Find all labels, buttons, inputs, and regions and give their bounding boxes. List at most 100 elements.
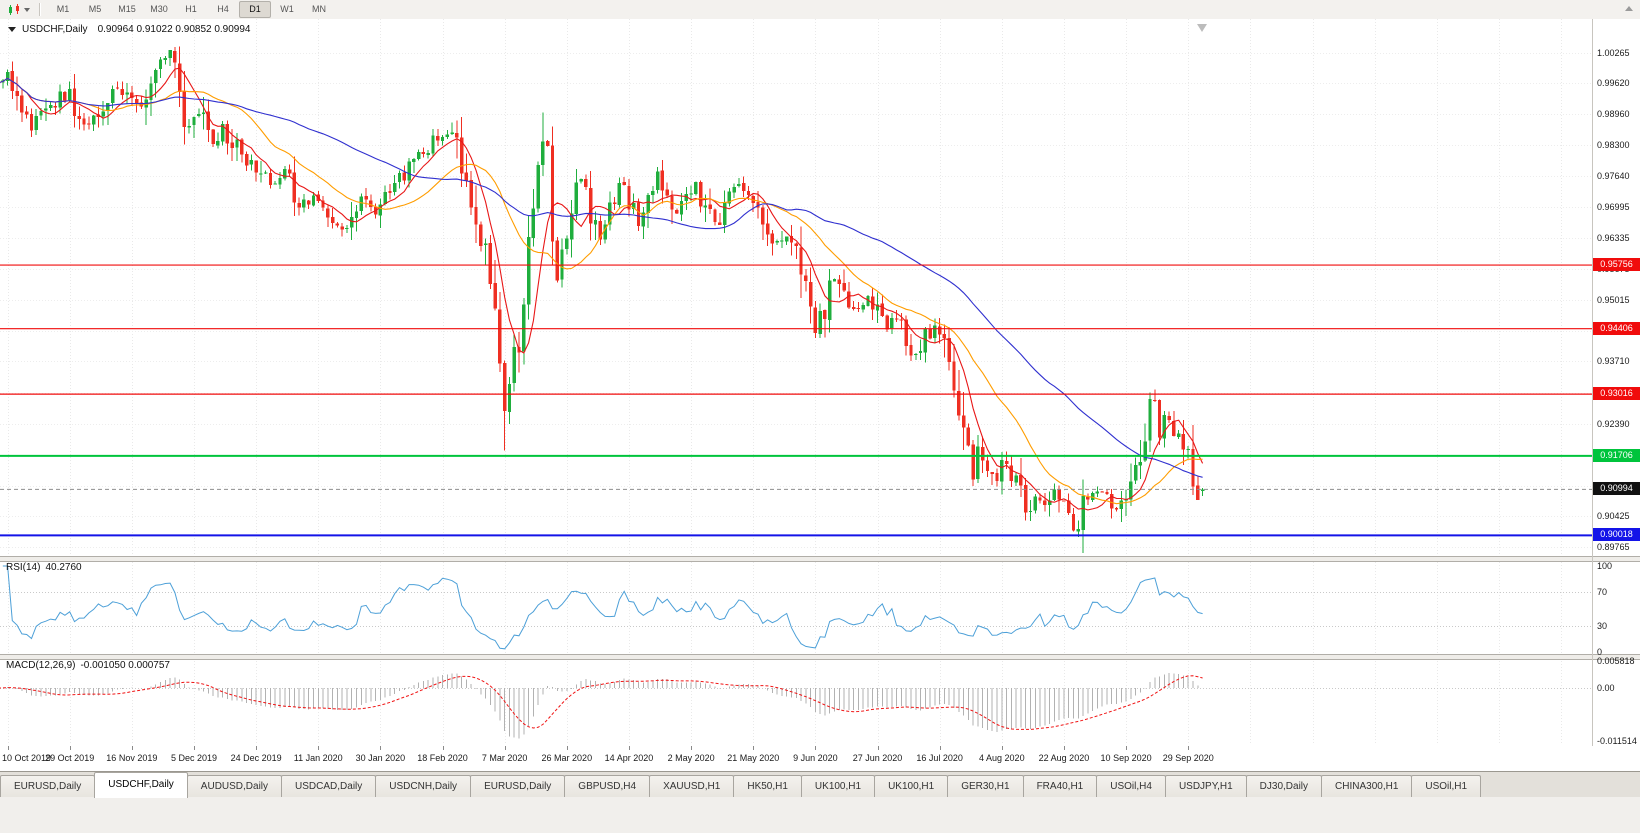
time-axis-label: 16 Jul 2020 [916,753,963,763]
time-axis-tick [256,746,257,750]
chart-tabs-bar: EURUSD,Daily USDCHF,Daily AUDUSD,Daily USDC… [0,771,1640,798]
chart-tab-uk100-h1[interactable]: UK100,H1 [800,775,876,798]
period-button-d1[interactable]: D1 [239,1,271,18]
bottom-strip [0,797,1640,833]
macd-title: MACD(12,26,9) [6,660,76,671]
time-axis-tick [8,746,9,750]
time-axis-label: 4 Aug 2020 [979,753,1025,763]
price-axis-label: 0.99620 [1597,78,1630,89]
time-axis-label: 29 Sep 2020 [1162,753,1214,763]
price-axis-label: 0.92390 [1597,418,1630,429]
rsi-title: RSI(14) [6,562,41,573]
time-axis-tick [753,746,754,750]
chart-tab-dj30-daily[interactable]: DJ30,Daily [1245,775,1323,798]
price-axis-label: 0.98960 [1597,109,1630,120]
hline-price-badge: 0.94406 [1593,321,1640,335]
panel-separator[interactable] [0,654,1640,660]
chart-type-icon[interactable] [5,2,33,17]
period-button-mn[interactable]: MN [312,4,326,14]
chart-tab-usoil-h4[interactable]: USOil,H4 [1096,775,1166,798]
time-axis-tick [878,746,879,750]
chart-tab-audusd-daily[interactable]: AUDUSD,Daily [186,775,283,798]
chart-tab-usdjpy-h1[interactable]: USDJPY,H1 [1164,775,1247,798]
chart-tab-uk100-h1[interactable]: UK100,H1 [874,775,949,798]
price-axis-label: 0.95015 [1597,294,1630,305]
period-button-m15[interactable]: M15 [118,4,136,14]
chart-tab-usdcnh-daily[interactable]: USDCNH,Daily [375,775,472,798]
rsi-axis-label: 70 [1597,586,1608,597]
hline-price-badge: 0.91706 [1593,448,1640,462]
chart-tab-eurusd-daily[interactable]: EURUSD,Daily [0,775,96,798]
time-axis-label: 11 Jan 2020 [293,753,343,763]
time-axis-tick [1064,746,1065,750]
time-axis-tick [443,746,444,750]
rsi-axis-label: 30 [1597,621,1608,632]
time-axis-tick [815,746,816,750]
hline-price-badge: 0.90018 [1593,528,1640,542]
chart-shift-marker [1197,24,1207,32]
chart-tab-usoil-h1[interactable]: USOil,H1 [1411,775,1482,798]
chart-tab-eurusd-daily[interactable]: EURUSD,Daily [470,775,566,798]
chart-tab-ger30-h1[interactable]: GER30,H1 [947,775,1024,798]
time-axis-label: 29 Oct 2019 [45,753,95,763]
candlestick-icon [9,3,19,15]
period-buttons-group: M1 M5 M15 M30 H1 H4 D1 W1 MN [47,1,335,18]
macd-header: MACD(12,26,9) -0.001050 0.000757 [6,660,170,671]
period-button-m5[interactable]: M5 [88,4,102,14]
macd-values: -0.001050 0.000757 [80,660,170,671]
period-button-w1[interactable]: W1 [280,4,294,14]
time-axis-label: 27 Jun 2020 [852,753,903,763]
hline-price-badge: 0.95756 [1593,258,1640,272]
chart-canvas[interactable] [0,19,1640,746]
chart-tab-fra40-h1[interactable]: FRA40,H1 [1022,775,1098,798]
time-axis-tick [505,746,506,750]
time-axis-label: 10 Oct 2019 [2,753,52,763]
time-axis-tick [132,746,133,750]
panel-separator[interactable] [0,556,1640,562]
time-axis-label: 10 Sep 2020 [1100,753,1152,763]
period-button-h4[interactable]: H4 [217,4,229,14]
ma-line-50 [0,77,1203,478]
period-button-m30[interactable]: M30 [150,4,168,14]
price-axis-label: 0.96335 [1597,232,1630,243]
time-axis-tick [1188,746,1189,750]
time-axis-label: 2 May 2020 [667,753,715,763]
period-button-m1[interactable]: M1 [56,4,70,14]
chart-tab-gbpusd-h4[interactable]: GBPUSD,H4 [564,775,651,798]
ma-line-20 [0,77,1203,505]
time-axis-label: 22 Aug 2020 [1038,753,1090,763]
time-axis-label: 7 Mar 2020 [481,753,528,763]
chart-tab-china300-h1[interactable]: CHINA300,H1 [1321,775,1413,798]
time-axis-label: 30 Jan 2020 [355,753,406,763]
price-axis-label: 0.89765 [1597,542,1630,553]
current-price-badge: 0.90994 [1593,482,1640,496]
chart-ohlc-values: 0.90964 0.91022 0.90852 0.90994 [97,24,251,35]
rsi-axis-label: 100 [1597,561,1613,571]
time-axis-tick [567,746,568,750]
price-axis-label: 1.00265 [1597,47,1630,58]
rsi-axis-label: 0 [1597,647,1603,657]
chart-tab-usdchf-daily[interactable]: USDCHF,Daily [94,772,188,798]
time-axis-tick [380,746,381,750]
chevron-down-icon [24,7,30,12]
time-axis-label: 5 Dec 2019 [170,753,217,763]
time-axis: 10 Oct 2019 29 Oct 2019 16 Nov 2019 5 Dec 2… [0,746,1640,771]
time-axis-label: 21 May 2020 [727,753,780,763]
time-axis-tick [1002,746,1003,750]
time-axis-tick [1126,746,1127,750]
period-button-h1[interactable]: H1 [185,4,197,14]
chart-tab-xauusd-h1[interactable]: XAUUSD,H1 [649,775,735,798]
time-axis-label: 26 Mar 2020 [541,753,593,763]
time-axis-tick [194,746,195,750]
price-axis-label: 0.97640 [1597,171,1630,182]
chart-symbol-label: USDCHF,Daily [22,24,88,35]
macd-histogram [2,673,1204,739]
chart-tab-hk50-h1[interactable]: HK50,H1 [733,775,802,798]
symbol-marker-icon [8,27,16,32]
price-axis-label: 0.96995 [1597,201,1630,212]
rsi-line [2,565,1203,650]
time-axis-label: 14 Apr 2020 [604,753,654,763]
price-axis-divider [1592,19,1593,746]
chart-tab-usdcad-daily[interactable]: USDCAD,Daily [281,775,377,798]
toolbar-overflow-icon[interactable] [1625,6,1633,11]
